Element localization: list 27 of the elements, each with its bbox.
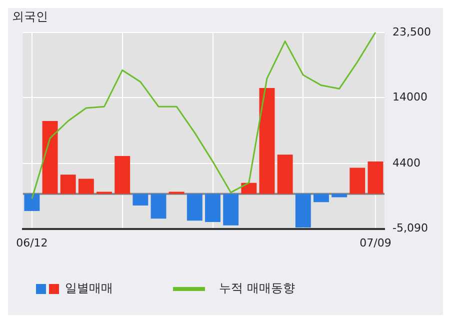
bar — [150, 194, 166, 219]
bar — [277, 154, 293, 194]
bar — [24, 194, 40, 212]
bar — [314, 194, 329, 202]
bar — [78, 178, 94, 194]
bar — [42, 121, 58, 194]
legend-label: 누적 매매동향 — [219, 280, 295, 297]
y-tick-label: -5,090 — [392, 222, 428, 235]
chart-title: 외국인 — [12, 9, 48, 24]
bar — [223, 194, 239, 226]
bar — [368, 162, 384, 194]
y-tick-label: 23,500 — [392, 25, 432, 38]
bar — [205, 194, 220, 222]
y-tick-label: 14000 — [392, 90, 428, 104]
x-tick-label: 07/09 — [360, 236, 392, 250]
bar — [295, 194, 311, 228]
bar — [350, 168, 366, 194]
y-tick-label: 4400 — [392, 156, 421, 170]
bar — [60, 174, 76, 194]
bar — [241, 182, 257, 194]
bar — [186, 194, 202, 221]
x-tick-label: 06/12 — [16, 236, 48, 250]
bar — [259, 88, 275, 194]
bar — [132, 194, 148, 206]
bar — [332, 194, 348, 198]
bar — [114, 156, 130, 194]
legend-label: 일별매매 — [65, 280, 113, 297]
